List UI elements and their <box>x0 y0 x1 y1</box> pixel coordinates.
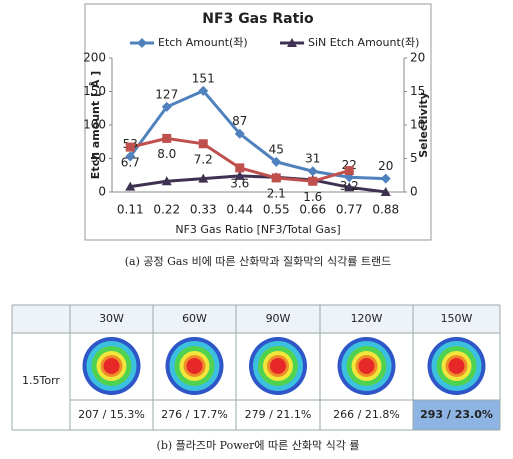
cell-value: 276 / 17.7% <box>161 408 228 421</box>
point <box>344 166 354 176</box>
data-label: 31 <box>305 152 320 166</box>
legend-label: Etch Amount(좌) <box>158 36 248 49</box>
chart-title: NF3 Gas Ratio <box>202 11 314 27</box>
point <box>308 176 318 186</box>
series-line <box>129 89 386 181</box>
column-header: 150W <box>441 312 473 325</box>
x-tick-label: 0.22 <box>153 203 180 217</box>
point <box>271 156 282 167</box>
point <box>307 166 318 177</box>
series-line <box>130 174 386 194</box>
data-label: 1.6 <box>303 190 322 204</box>
column-header: 90W <box>266 312 291 325</box>
wafer-map <box>186 358 203 374</box>
row-label: 1.5Torr <box>22 374 60 387</box>
point <box>125 142 135 152</box>
point <box>162 133 172 143</box>
point <box>125 181 136 191</box>
y-tick-label: 50 <box>91 151 106 165</box>
data-label: 20 <box>378 159 393 173</box>
x-axis-label: NF3 Gas Ratio [NF3/Total Gas] <box>175 223 340 236</box>
point <box>125 151 136 162</box>
y2-tick-label: 5 <box>410 151 418 165</box>
table: 1.5Torr 30W 207 / 15.3% 60W 276 / 17.7% 90W 27… <box>11 304 501 431</box>
point <box>380 187 391 196</box>
y2-axis-label: Selectivity <box>417 92 430 158</box>
point <box>235 163 245 173</box>
column-header: 120W <box>351 312 383 325</box>
data-label: 127 <box>155 87 178 101</box>
caption: (b) 플라즈마 Power에 따른 산화막 식각 률 <box>157 439 360 452</box>
wafer-map <box>103 358 120 374</box>
highlight-cell <box>413 400 500 430</box>
data-label: 87 <box>232 114 247 128</box>
point <box>161 101 172 112</box>
point <box>198 139 208 149</box>
data-label: 7.2 <box>194 152 213 166</box>
data-label: 3.6 <box>230 176 249 190</box>
point <box>137 38 147 48</box>
cell-value: 207 / 15.3% <box>78 408 145 421</box>
point <box>271 173 281 183</box>
x-tick-label: 0.11 <box>117 203 144 217</box>
cell-value: 279 / 21.1% <box>245 408 312 421</box>
x-tick-label: 0.44 <box>226 203 253 217</box>
wafer-map <box>448 358 465 374</box>
point <box>161 176 172 186</box>
data-label: 2.1 <box>267 186 286 200</box>
x-tick-label: 0.66 <box>299 203 326 217</box>
y-tick-label: 200 <box>83 51 106 65</box>
point <box>198 173 209 183</box>
y2-tick-label: 20 <box>410 51 425 65</box>
x-tick-label: 0.88 <box>372 203 399 217</box>
cell-value: 293 / 23.0% <box>420 408 493 421</box>
point <box>234 128 245 139</box>
point <box>344 182 355 192</box>
y-tick-label: 150 <box>83 84 106 98</box>
column-header: 60W <box>182 312 207 325</box>
header-bg <box>12 305 500 333</box>
y2-tick-label: 15 <box>410 84 425 98</box>
point <box>287 38 297 47</box>
data-label: 151 <box>192 71 215 85</box>
point <box>234 170 245 180</box>
wafer-map <box>358 358 375 374</box>
cell-value: 266 / 21.8% <box>333 408 400 421</box>
x-tick-label: 0.55 <box>263 203 290 217</box>
wafer-map <box>270 358 286 374</box>
y2-tick-label: 10 <box>410 118 425 132</box>
y-tick-label: 100 <box>83 118 106 132</box>
point <box>198 85 209 96</box>
y-tick-label: 0 <box>98 185 106 199</box>
x-tick-label: 0.33 <box>190 203 217 217</box>
data-label: 45 <box>269 142 284 156</box>
data-label: 8.0 <box>157 147 176 161</box>
x-tick-label: 0.77 <box>336 203 363 217</box>
legend-label: SiN Etch Amount(좌) <box>308 36 419 49</box>
y-axis-label: Etch amount [ Å ] <box>89 71 102 179</box>
data-label: 6.7 <box>121 156 140 170</box>
y2-tick-label: 0 <box>410 185 418 199</box>
point <box>380 173 391 184</box>
column-header: 30W <box>99 312 124 325</box>
data-label: 3.2 <box>340 179 359 193</box>
caption: (a) 공정 Gas 비에 따른 산화막과 질화막의 식각률 트랜드 <box>125 255 392 268</box>
